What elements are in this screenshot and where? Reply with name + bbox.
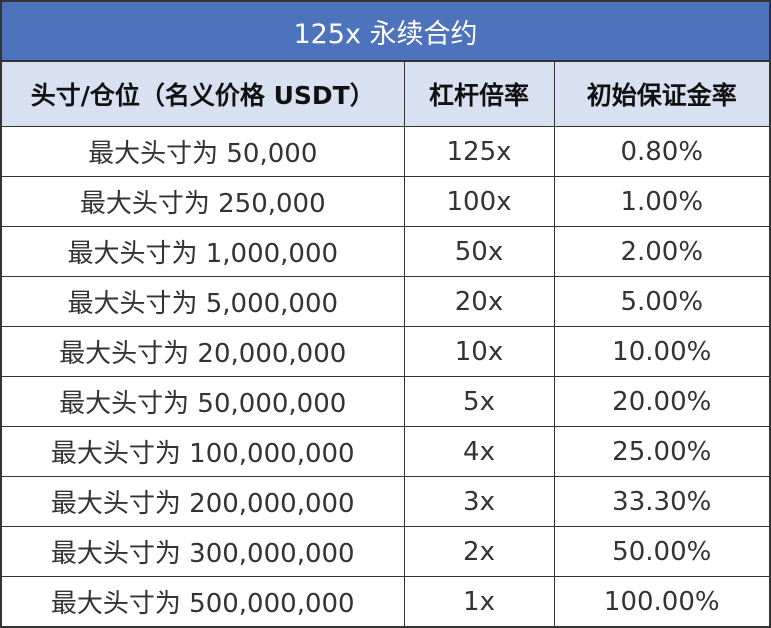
cell-leverage: 125x — [403, 126, 555, 177]
cell-margin-rate: 100.00% — [553, 576, 769, 626]
table-row: 最大头寸为 500,000,000 1x 100.00% — [2, 576, 769, 626]
table-row: 最大头寸为 50,000 125x 0.80% — [2, 126, 769, 177]
cell-position: 最大头寸为 100,000,000 — [2, 426, 405, 477]
header-position: 头寸/仓位（名义价格 USDT） — [2, 62, 405, 127]
cell-margin-rate: 25.00% — [553, 426, 769, 477]
table-row: 最大头寸为 250,000 100x 1.00% — [2, 176, 769, 227]
cell-margin-rate: 10.00% — [553, 326, 769, 377]
table-row: 最大头寸为 1,000,000 50x 2.00% — [2, 226, 769, 277]
cell-margin-rate: 2.00% — [553, 226, 769, 277]
cell-position: 最大头寸为 300,000,000 — [2, 526, 405, 577]
cell-leverage: 2x — [403, 526, 555, 577]
cell-margin-rate: 50.00% — [553, 526, 769, 577]
table-row: 最大头寸为 20,000,000 10x 10.00% — [2, 326, 769, 377]
cell-leverage: 3x — [403, 476, 555, 527]
table-row: 最大头寸为 300,000,000 2x 50.00% — [2, 526, 769, 577]
header-row: 头寸/仓位（名义价格 USDT） 杠杆倍率 初始保证金率 — [2, 62, 769, 127]
cell-margin-rate: 1.00% — [553, 176, 769, 227]
leverage-table: 头寸/仓位（名义价格 USDT） 杠杆倍率 初始保证金率 最大头寸为 50,00… — [2, 62, 769, 626]
cell-margin-rate: 20.00% — [553, 376, 769, 427]
cell-leverage: 4x — [403, 426, 555, 477]
cell-margin-rate: 0.80% — [553, 126, 769, 177]
cell-position: 最大头寸为 1,000,000 — [2, 226, 405, 277]
cell-leverage: 1x — [403, 576, 555, 626]
cell-leverage: 100x — [403, 176, 555, 227]
table-row: 最大头寸为 100,000,000 4x 25.00% — [2, 426, 769, 477]
table-row: 最大头寸为 50,000,000 5x 20.00% — [2, 376, 769, 427]
cell-margin-rate: 33.30% — [553, 476, 769, 527]
cell-position: 最大头寸为 50,000,000 — [2, 376, 405, 427]
cell-leverage: 20x — [403, 276, 555, 327]
cell-leverage: 50x — [403, 226, 555, 277]
cell-position: 最大头寸为 500,000,000 — [2, 576, 405, 626]
cell-position: 最大头寸为 5,000,000 — [2, 276, 405, 327]
cell-position: 最大头寸为 250,000 — [2, 176, 405, 227]
cell-position: 最大头寸为 200,000,000 — [2, 476, 405, 527]
cell-leverage: 10x — [403, 326, 555, 377]
table-row: 最大头寸为 200,000,000 3x 33.30% — [2, 476, 769, 527]
table-title: 125x 永续合约 — [2, 2, 769, 62]
cell-position: 最大头寸为 20,000,000 — [2, 326, 405, 377]
table-row: 最大头寸为 5,000,000 20x 5.00% — [2, 276, 769, 327]
cell-margin-rate: 5.00% — [553, 276, 769, 327]
cell-position: 最大头寸为 50,000 — [2, 126, 405, 177]
header-margin-rate: 初始保证金率 — [553, 62, 769, 127]
cell-leverage: 5x — [403, 376, 555, 427]
header-leverage: 杠杆倍率 — [403, 62, 555, 127]
